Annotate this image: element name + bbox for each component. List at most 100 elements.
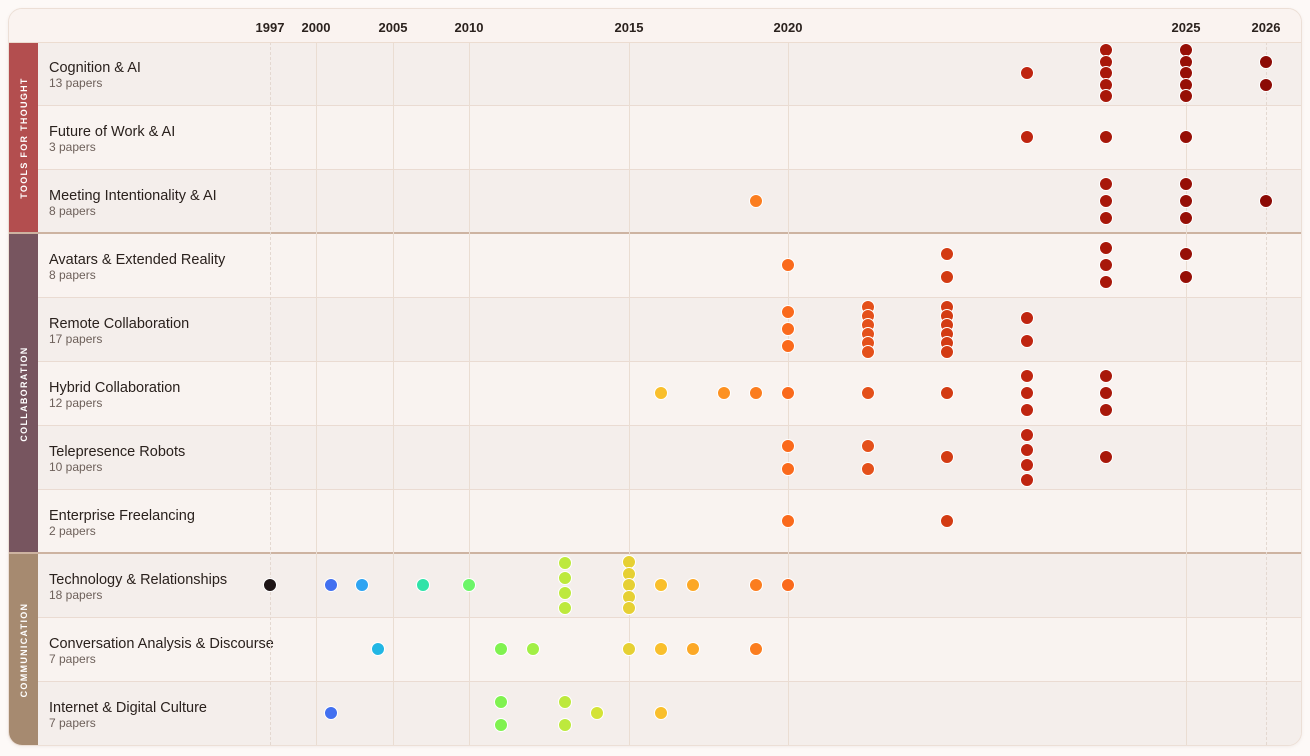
paper-dot[interactable] bbox=[781, 438, 795, 453]
paper-dot[interactable] bbox=[558, 694, 572, 709]
topic-row: Avatars & Extended Reality 8 papers bbox=[38, 234, 1301, 298]
paper-dot[interactable] bbox=[526, 642, 540, 656]
paper-dot[interactable] bbox=[1179, 269, 1193, 284]
paper-dot[interactable] bbox=[940, 450, 955, 464]
topic-title: Meeting Intentionality & AI bbox=[49, 188, 217, 204]
paper-dot[interactable] bbox=[462, 578, 476, 592]
paper-dot[interactable] bbox=[370, 642, 385, 656]
paper-dot[interactable] bbox=[860, 344, 875, 359]
paper-dot[interactable] bbox=[622, 642, 636, 656]
topic-row: Telepresence Robots 10 papers bbox=[38, 426, 1301, 490]
paper-dot[interactable] bbox=[558, 585, 572, 600]
paper-dot[interactable] bbox=[860, 386, 875, 400]
paper-dot[interactable] bbox=[749, 642, 764, 656]
paper-dot[interactable] bbox=[1099, 177, 1114, 191]
paper-dot[interactable] bbox=[1099, 258, 1114, 272]
paper-dot[interactable] bbox=[781, 386, 795, 400]
paper-dot[interactable] bbox=[1019, 369, 1034, 383]
gridline bbox=[1266, 42, 1267, 745]
paper-dot[interactable] bbox=[1019, 386, 1034, 400]
paper-dot[interactable] bbox=[1179, 194, 1193, 208]
topic-row: Internet & Digital Culture 7 papers bbox=[38, 682, 1301, 745]
paper-dot[interactable] bbox=[1259, 77, 1273, 92]
topic-row: Future of Work & AI 3 papers bbox=[38, 106, 1301, 170]
paper-dot[interactable] bbox=[1099, 369, 1114, 383]
paper-dot[interactable] bbox=[653, 642, 668, 656]
paper-dot[interactable] bbox=[749, 578, 764, 592]
paper-dot[interactable] bbox=[1019, 310, 1034, 325]
paper-dot[interactable] bbox=[717, 386, 732, 400]
paper-dot[interactable] bbox=[1099, 130, 1114, 144]
year-tick-label: 2005 bbox=[378, 20, 408, 35]
paper-dot[interactable] bbox=[685, 578, 700, 592]
paper-dot[interactable] bbox=[1019, 427, 1034, 442]
paper-dot[interactable] bbox=[1099, 89, 1114, 103]
paper-dot[interactable] bbox=[558, 600, 572, 615]
paper-dot[interactable] bbox=[749, 386, 764, 400]
paper-dot[interactable] bbox=[653, 386, 668, 400]
paper-dot[interactable] bbox=[781, 578, 795, 592]
paper-dot[interactable] bbox=[1099, 211, 1114, 225]
year-axis-header: 1997 2000 2005 2010 2015 2020 2025 2026 bbox=[9, 9, 1301, 43]
paper-dot[interactable] bbox=[1259, 54, 1273, 69]
paper-dot[interactable] bbox=[781, 461, 795, 476]
year-tick-label: 2020 bbox=[773, 20, 803, 35]
paper-dot[interactable] bbox=[1099, 275, 1114, 289]
paper-dot[interactable] bbox=[653, 578, 668, 592]
paper-dot[interactable] bbox=[1179, 177, 1193, 191]
paper-dot[interactable] bbox=[1019, 333, 1034, 348]
paper-dot[interactable] bbox=[1099, 241, 1114, 255]
paper-dot[interactable] bbox=[781, 514, 795, 528]
topic-title: Hybrid Collaboration bbox=[49, 380, 181, 396]
paper-dot[interactable] bbox=[1179, 130, 1193, 144]
paper-dot[interactable] bbox=[781, 339, 795, 353]
paper-count: 8 papers bbox=[49, 204, 96, 218]
paper-dot[interactable] bbox=[622, 601, 636, 615]
paper-dot[interactable] bbox=[1179, 246, 1193, 261]
paper-dot[interactable] bbox=[590, 706, 604, 720]
paper-dot[interactable] bbox=[355, 578, 370, 592]
paper-dot[interactable] bbox=[1019, 403, 1034, 417]
paper-dot[interactable] bbox=[1019, 130, 1034, 144]
paper-dot[interactable] bbox=[494, 642, 508, 656]
year-tick-label: 2025 bbox=[1171, 20, 1201, 35]
paper-dot[interactable] bbox=[749, 194, 764, 208]
paper-dot[interactable] bbox=[781, 305, 795, 319]
paper-dot[interactable] bbox=[1099, 450, 1114, 464]
paper-dot[interactable] bbox=[494, 694, 508, 709]
paper-dot[interactable] bbox=[558, 570, 572, 585]
paper-dot[interactable] bbox=[1099, 386, 1114, 400]
paper-dot[interactable] bbox=[653, 706, 668, 720]
paper-dot[interactable] bbox=[940, 514, 955, 528]
paper-dot[interactable] bbox=[940, 386, 955, 400]
paper-count: 10 papers bbox=[49, 460, 103, 474]
paper-dot[interactable] bbox=[1179, 211, 1193, 225]
paper-dot[interactable] bbox=[1019, 457, 1034, 472]
paper-dot[interactable] bbox=[416, 578, 431, 592]
paper-dot[interactable] bbox=[940, 269, 955, 284]
paper-dot[interactable] bbox=[1019, 442, 1034, 457]
year-tick-label: 2015 bbox=[614, 20, 644, 35]
paper-dot[interactable] bbox=[1259, 194, 1273, 208]
paper-count: 17 papers bbox=[49, 332, 103, 346]
paper-dot[interactable] bbox=[860, 438, 875, 453]
paper-dot[interactable] bbox=[324, 706, 339, 720]
paper-dot[interactable] bbox=[324, 578, 339, 592]
paper-dot[interactable] bbox=[940, 246, 955, 261]
paper-dot[interactable] bbox=[860, 461, 875, 476]
paper-dot[interactable] bbox=[1099, 194, 1114, 208]
paper-dot[interactable] bbox=[685, 642, 700, 656]
paper-dot[interactable] bbox=[781, 322, 795, 336]
paper-dot[interactable] bbox=[1179, 89, 1193, 103]
paper-dot[interactable] bbox=[494, 717, 508, 732]
paper-dot[interactable] bbox=[1099, 403, 1114, 417]
paper-dot[interactable] bbox=[1019, 472, 1034, 487]
paper-dot[interactable] bbox=[558, 555, 572, 570]
paper-dot[interactable] bbox=[1019, 66, 1034, 80]
paper-dot[interactable] bbox=[940, 344, 955, 359]
paper-dot[interactable] bbox=[558, 717, 572, 732]
group-separator bbox=[9, 232, 1301, 235]
paper-dot[interactable] bbox=[263, 578, 277, 592]
paper-dot[interactable] bbox=[781, 258, 795, 272]
group-separator bbox=[9, 552, 1301, 555]
